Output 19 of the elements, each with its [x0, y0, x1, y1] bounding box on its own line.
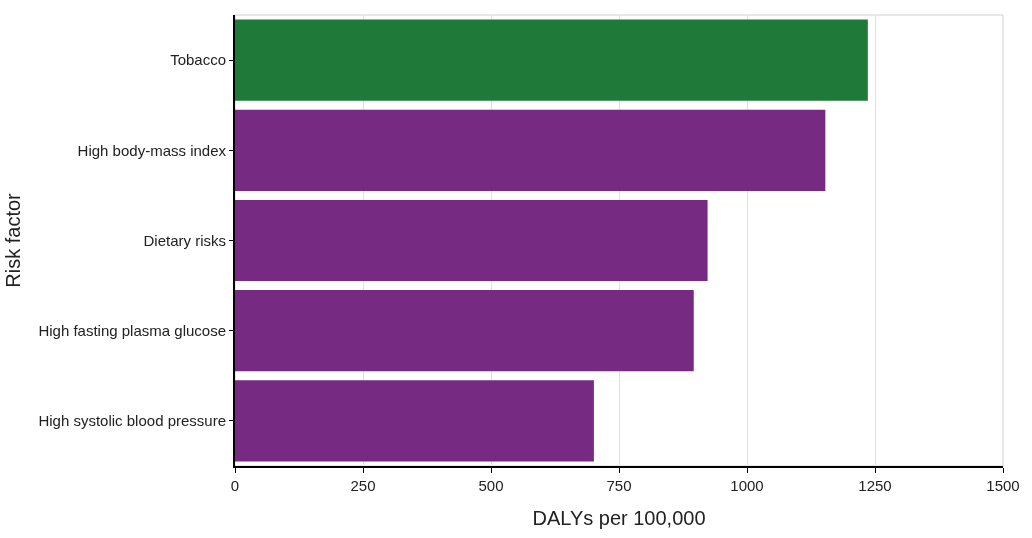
x-axis-title: DALYs per 100,000: [532, 507, 706, 529]
x-tick-label: 500: [478, 477, 504, 494]
y-axis-title: Risk factor: [2, 192, 25, 288]
y-tick-label: Dietary risks: [143, 231, 226, 249]
x-tick-label: 750: [606, 477, 632, 494]
x-tick-label: 0: [230, 477, 240, 494]
x-tick-label: 1500: [986, 477, 1020, 494]
x-tick-label: 1250: [858, 477, 892, 494]
bar: [235, 290, 694, 372]
y-tick-label: High systolic blood pressure: [38, 412, 226, 430]
y-tick-label: High body-mass index: [77, 141, 227, 159]
y-tick-label: Tobacco: [170, 51, 226, 69]
y-tick-label: High fasting plasma glucose: [38, 321, 226, 339]
bar: [235, 380, 594, 462]
x-tick-label: 1000: [730, 477, 764, 494]
bar: [235, 19, 868, 101]
bar: [235, 199, 708, 282]
x-tick-label: 250: [350, 477, 376, 494]
bar: [235, 109, 826, 191]
